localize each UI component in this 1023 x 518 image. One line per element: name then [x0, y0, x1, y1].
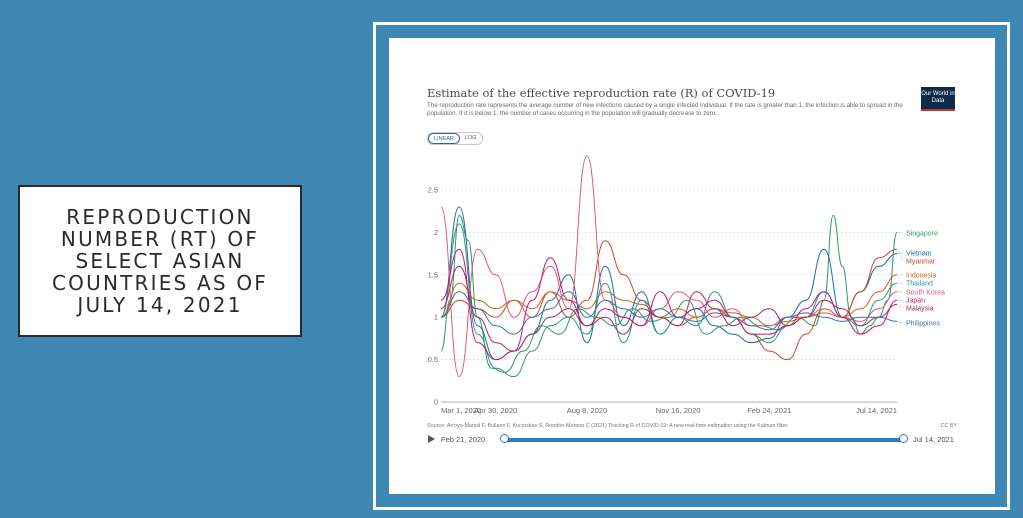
legend-label-japan: Japan: [906, 298, 925, 305]
slide-title-box: REPRODUCTION NUMBER (RT) OF SELECT ASIAN…: [18, 185, 302, 337]
x-tick-label: Nov 16, 2020: [656, 406, 701, 415]
series-line-vietnam: [440, 206, 898, 361]
chart-subtitle: The reproduction rate represents the ave…: [427, 102, 903, 117]
legend-label-indonesia: Indonesia: [906, 273, 936, 280]
y-tick-label: 0: [434, 398, 438, 407]
scale-toggle[interactable]: LINEAR LOG: [427, 132, 483, 145]
owid-logo-text: Our World in Data: [921, 91, 955, 104]
y-tick-label: 0.5: [428, 355, 438, 364]
title-line: NUMBER (RT) OF: [60, 227, 260, 251]
legend-label-thailand: Thailand: [906, 281, 933, 288]
chart-card: 0 0.5 1 1.5 2 2.5 Mar 1, 2020 Apr 30, 2020 Aug 8…: [419, 82, 965, 452]
timeline-track[interactable]: [505, 438, 903, 442]
title-line: JULY 14, 2021: [77, 293, 243, 317]
source-note: Source: Arroyo-Marioli F, Bullano F, Kuc…: [427, 423, 789, 429]
play-icon[interactable]: [428, 435, 435, 443]
legend-label-malaysia: Malaysia: [906, 306, 934, 313]
y-tick-label: 1.5: [428, 270, 438, 279]
legend-label-philippines: Philippines: [906, 321, 940, 328]
series-line-singapore: [440, 214, 898, 373]
x-tick-label: Apr 30, 2020: [474, 406, 517, 415]
linear-toggle[interactable]: LINEAR: [428, 133, 460, 144]
series-line-philippines: [440, 291, 898, 335]
title-line: SELECT ASIAN: [75, 249, 245, 273]
legend-label-singapore: Singapore: [906, 231, 938, 238]
title-line: COUNTRIES AS OF: [52, 271, 268, 295]
x-tick-label: Mar 1, 2020: [441, 406, 481, 415]
title-line: REPRODUCTION: [66, 205, 254, 229]
legend-connector: [896, 249, 904, 262]
owid-logo: Our World in Data: [921, 87, 955, 111]
x-tick-label: Aug 8, 2020: [567, 406, 607, 415]
legend-label-myanmar: Myanmar: [906, 259, 936, 266]
license-note: CC BY: [940, 423, 957, 429]
legend-connector: [896, 232, 904, 234]
x-tick-label: Feb 24, 2021: [747, 406, 791, 415]
series-line-south-korea: [440, 155, 898, 378]
timeline-start-handle[interactable]: [500, 434, 509, 443]
legend-connector: [896, 304, 904, 309]
x-tick-label: Jul 14, 2021: [856, 406, 897, 415]
y-tick-label: 2.5: [428, 185, 438, 194]
legend-label-vietnam: Vietnam: [906, 251, 932, 258]
y-tick-label: 2: [434, 228, 438, 237]
legend-connector: [896, 321, 904, 324]
timeline-end-label: Jul 14, 2021: [913, 435, 954, 444]
chart-title: Estimate of the effective reproduction r…: [427, 86, 776, 100]
legend-connector: [896, 252, 904, 254]
series-line-thailand: [440, 223, 898, 378]
timeline-start-label: Feb 21, 2020: [441, 435, 486, 444]
series-line-malaysia: [440, 265, 898, 352]
y-tick-label: 1: [434, 313, 438, 322]
timeline-end-handle[interactable]: [899, 434, 908, 443]
picture-frame: [373, 22, 1010, 510]
slide-title: REPRODUCTION NUMBER (RT) OF SELECT ASIAN…: [52, 206, 268, 316]
log-toggle[interactable]: LOG: [464, 135, 477, 141]
legend-label-south-korea: South Korea: [906, 290, 945, 297]
